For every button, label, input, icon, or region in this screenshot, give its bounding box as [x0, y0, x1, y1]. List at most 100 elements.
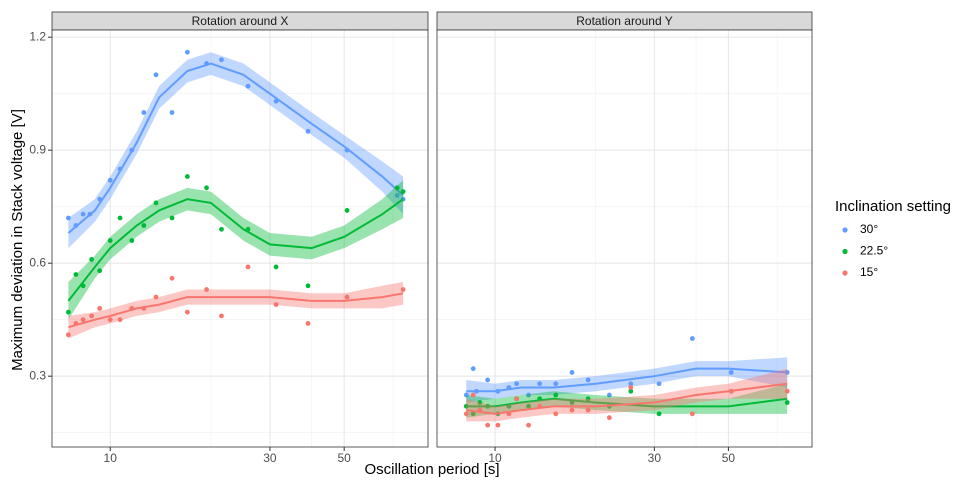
fit-line — [68, 292, 404, 329]
y-axis-label: Maximum deviation in Stack voltage [V] — [9, 109, 26, 371]
point — [117, 317, 123, 323]
y-tick-label: 0.6 — [29, 255, 46, 269]
y-tick-label: 0.9 — [29, 142, 46, 156]
point — [219, 313, 224, 319]
point — [394, 192, 400, 198]
point — [89, 257, 95, 262]
point — [153, 72, 159, 78]
point — [219, 226, 224, 232]
point — [400, 287, 406, 292]
point — [97, 305, 103, 311]
point — [80, 317, 86, 323]
point — [245, 83, 251, 89]
point — [169, 275, 175, 281]
fit-line — [67, 198, 404, 302]
legend-key — [842, 270, 848, 276]
point — [204, 185, 209, 191]
point — [553, 381, 559, 387]
point — [656, 381, 662, 387]
x-tick-label: 50 — [722, 451, 736, 465]
point — [169, 110, 175, 115]
point — [394, 185, 400, 191]
legend-label: 30° — [860, 222, 878, 236]
point — [107, 238, 113, 243]
point — [305, 321, 311, 326]
fit-line — [466, 382, 788, 415]
point — [153, 294, 159, 300]
point — [628, 385, 634, 390]
point — [728, 370, 734, 375]
x-tick-label: 10 — [488, 451, 502, 465]
point — [141, 223, 147, 228]
legend-label: 22.5° — [860, 244, 888, 258]
confidence-band — [466, 368, 788, 422]
legend-title: Inclination setting — [835, 198, 951, 215]
point — [184, 309, 190, 315]
point — [569, 370, 575, 375]
point — [485, 422, 491, 428]
point — [569, 407, 575, 413]
point — [305, 128, 311, 134]
point — [463, 392, 469, 398]
point — [463, 411, 469, 417]
y-tick-label: 1.2 — [29, 29, 46, 43]
point — [129, 238, 135, 243]
point — [585, 377, 591, 383]
legend-key — [842, 248, 848, 255]
x-tick-label: 30 — [648, 451, 662, 465]
point — [784, 400, 790, 405]
point — [117, 215, 123, 221]
point — [606, 392, 612, 398]
point — [273, 264, 279, 270]
confidence-band — [68, 282, 404, 339]
point — [514, 396, 519, 402]
point — [585, 396, 591, 402]
point — [537, 381, 543, 387]
y-tick-label: 0.3 — [29, 368, 46, 382]
x-tick-label: 30 — [263, 451, 277, 465]
point — [526, 422, 531, 428]
point — [184, 174, 190, 179]
point — [526, 392, 531, 398]
panel — [52, 30, 428, 447]
point — [784, 388, 790, 394]
point — [344, 294, 350, 300]
point — [107, 317, 113, 323]
facet-title: Rotation around X — [192, 14, 289, 28]
confidence-band — [68, 52, 404, 249]
point — [606, 415, 612, 421]
point — [204, 287, 209, 292]
x-tick-label: 50 — [337, 451, 351, 465]
fit-line — [67, 62, 404, 234]
point — [628, 381, 634, 387]
point — [245, 264, 251, 270]
point — [495, 422, 501, 428]
point — [470, 366, 476, 372]
point — [65, 309, 71, 315]
point — [477, 400, 483, 405]
facet-title: Rotation around Y — [576, 14, 673, 28]
point — [400, 189, 406, 195]
panel — [437, 30, 812, 447]
point — [470, 411, 476, 417]
point — [485, 377, 491, 383]
point — [141, 110, 147, 115]
point — [97, 268, 103, 274]
point — [153, 200, 159, 206]
panel-border — [51, 29, 429, 448]
point — [689, 336, 695, 341]
point — [89, 313, 95, 319]
point — [65, 332, 71, 338]
point — [689, 411, 695, 417]
fit-line — [466, 397, 788, 408]
confidence-band — [466, 383, 788, 418]
point — [219, 57, 224, 63]
legend-key — [842, 227, 848, 233]
point — [628, 388, 634, 394]
point — [585, 407, 591, 413]
legend-label: 15° — [860, 265, 878, 279]
x-tick-label: 10 — [104, 451, 118, 465]
point — [73, 272, 79, 277]
point — [553, 392, 559, 398]
